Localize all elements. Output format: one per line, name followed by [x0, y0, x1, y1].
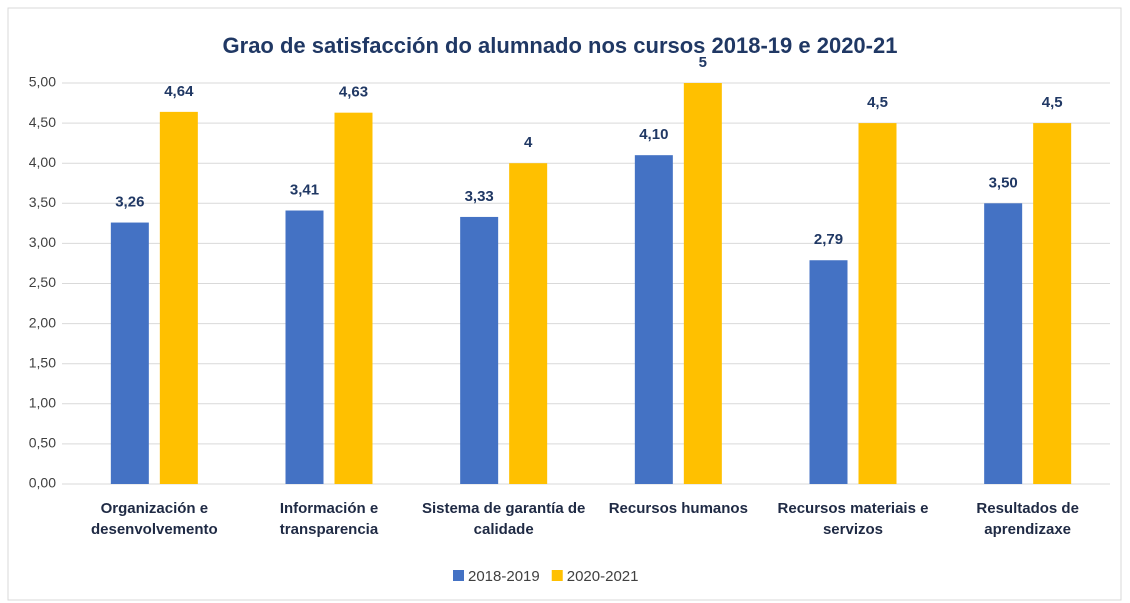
- value-label: 4,5: [1042, 94, 1063, 111]
- bar: [159, 111, 198, 484]
- y-tick-label: 0,50: [29, 435, 56, 451]
- bar: [984, 203, 1023, 485]
- value-label: 4: [524, 134, 533, 151]
- y-tick-label: 3,50: [29, 194, 56, 210]
- y-tick-label: 0,00: [29, 475, 56, 491]
- legend-swatch: [453, 570, 464, 581]
- legend-swatch: [551, 570, 563, 581]
- chart-title: Grao de satisfacción do alumnado nos cur…: [223, 33, 898, 58]
- value-label: 4,63: [339, 84, 368, 101]
- value-label: 3,41: [290, 181, 319, 198]
- bar: [110, 222, 149, 484]
- x-tick-label: Organización e desenvolvemento: [90, 500, 218, 538]
- x-tick-label: Recursos humanos: [608, 500, 748, 517]
- value-label: 3,50: [989, 174, 1018, 191]
- y-tick-label: 3,00: [29, 234, 56, 250]
- bar: [634, 155, 673, 484]
- value-label: 4,64: [164, 83, 194, 100]
- bar: [509, 163, 548, 484]
- x-tick-label: Recursos materiais e servizos: [777, 500, 929, 538]
- y-tick-label: 4,50: [29, 114, 56, 130]
- x-tick-label: Información e transparencia: [279, 500, 379, 538]
- x-tick-label: Sistema de garantía de calidade: [421, 500, 586, 538]
- legend-label: 2018-2019: [468, 568, 540, 585]
- y-tick-label: 5,00: [29, 74, 56, 90]
- y-tick-label: 1,00: [29, 395, 56, 411]
- bar: [809, 260, 848, 484]
- bar: [858, 123, 897, 484]
- x-tick-label: Resultados de aprendizaxe: [976, 500, 1079, 538]
- bar: [683, 83, 722, 484]
- value-label: 3,26: [115, 194, 144, 211]
- value-label: 4,10: [639, 126, 668, 143]
- value-label: 5: [699, 54, 707, 71]
- legend-label: 2020-2021: [567, 568, 639, 585]
- y-tick-label: 4,00: [29, 154, 56, 170]
- bar: [460, 216, 499, 484]
- bar: [285, 210, 324, 484]
- y-tick-label: 2,50: [29, 274, 56, 290]
- value-label: 3,33: [465, 188, 494, 205]
- y-tick-label: 2,00: [29, 314, 56, 330]
- bar: [334, 112, 373, 484]
- value-label: 2,79: [814, 231, 843, 248]
- y-tick-label: 1,50: [29, 354, 56, 370]
- bar: [1033, 123, 1072, 484]
- value-label: 4,5: [867, 94, 888, 111]
